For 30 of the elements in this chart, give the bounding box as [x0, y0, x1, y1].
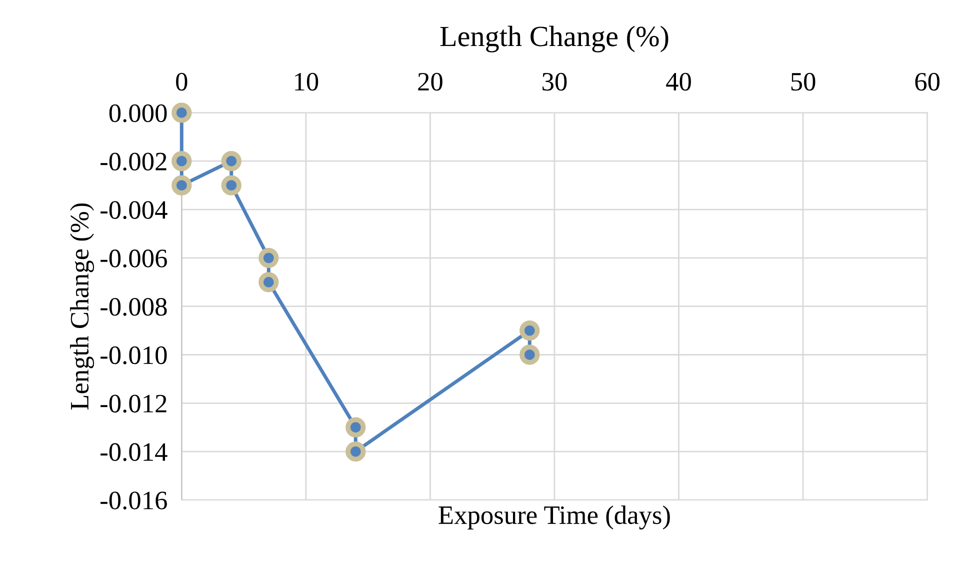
point	[346, 417, 366, 438]
x-tick-label: 60	[915, 72, 940, 91]
y-tick-label: -0.010	[100, 346, 167, 364]
point	[520, 320, 540, 341]
x-tick-label: 10	[295, 72, 318, 91]
x-tick-label: 20	[418, 72, 442, 91]
point	[520, 344, 540, 365]
point	[172, 151, 192, 172]
y-axis-title: Length Change (%)	[70, 203, 94, 410]
y-tick-label: -0.006	[100, 250, 167, 268]
y-tick-label: 0.000	[109, 104, 167, 122]
point	[258, 272, 279, 292]
point	[221, 151, 242, 172]
point	[172, 102, 192, 123]
y-tick-label: -0.008	[100, 298, 167, 316]
chart-title: Length Change (%)	[440, 26, 668, 52]
x-tick-label: 40	[666, 72, 691, 91]
point	[346, 441, 366, 462]
y-tick-label: -0.016	[100, 492, 167, 510]
y-tick-label: -0.004	[100, 201, 168, 220]
y-tick-label: -0.014	[100, 443, 168, 462]
point	[221, 175, 242, 196]
point	[258, 248, 279, 268]
x-tick-label: 0	[176, 72, 188, 91]
y-tick-label: -0.002	[100, 152, 166, 171]
point	[172, 175, 192, 196]
x-tick-label: 30	[542, 72, 567, 91]
x-axis-title: Exposure Time (days)	[438, 506, 670, 530]
y-tick-label: -0.012	[100, 394, 166, 413]
x-tick-label: 50	[791, 72, 816, 91]
